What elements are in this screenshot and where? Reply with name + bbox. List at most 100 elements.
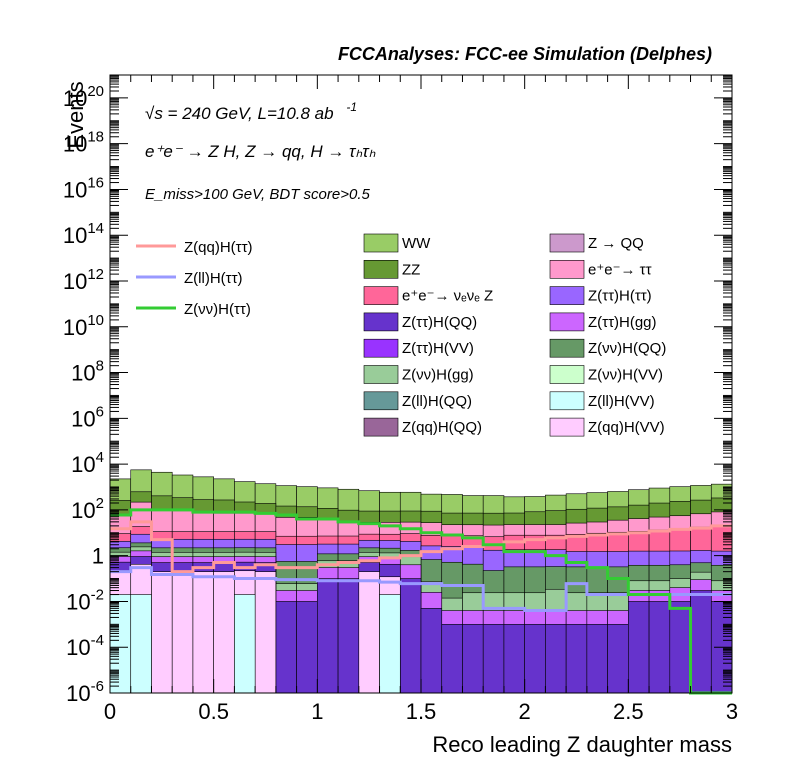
annotations: √s = 240 GeV, L=10.8 ab -1 e⁺e⁻ → Z H, Z… (145, 100, 376, 203)
stack-bar (337, 578, 360, 694)
stack-bar (192, 571, 214, 694)
y-tick-label: 1012 (63, 266, 104, 294)
y-tick-label: 10-4 (66, 632, 104, 660)
stack-bar (690, 590, 712, 694)
legend-bkg-swatch (549, 286, 585, 305)
stack-bar (545, 624, 567, 694)
stack-bar (213, 571, 235, 694)
legend-bkg-label: Z(ll)H(VV) (588, 393, 655, 410)
legend-bkg-label: Z(νν)H(QQ) (588, 340, 666, 357)
stack-bar (524, 624, 546, 694)
legend-bkg-swatch (549, 365, 585, 384)
stack-bar (628, 601, 650, 694)
legend-background: WW Z → QQ ZZ e⁺e⁻→ ττ e⁺e⁻→ νₑνₑ Z Z(ττ)H(ττ)… (363, 233, 666, 437)
y-tick-label: 104 (71, 449, 104, 477)
x-tick-label: 3 (726, 699, 738, 724)
legend-bkg-label: Z(ll)H(QQ) (402, 393, 472, 410)
stack-bar (648, 601, 671, 694)
y-tick-label: 1010 (63, 312, 104, 340)
legend-bkg-swatch (363, 286, 399, 305)
stack-bar (462, 624, 484, 694)
legend-bkg-swatch (363, 391, 399, 411)
legend-signal-label: Z(νν)H(ττ) (184, 301, 251, 318)
energy-annotation: √s = 240 GeV, L=10.8 ab -1 (145, 100, 357, 123)
legend-signal-label: Z(qq)H(ττ) (184, 239, 253, 256)
y-tick-label: 106 (71, 403, 104, 431)
legend-bkg-label: Z(νν)H(gg) (402, 367, 474, 384)
x-tick-label: 2.5 (613, 699, 644, 724)
stack-bar (171, 571, 194, 694)
stack-bar (420, 608, 443, 694)
x-axis: 0 0.5 1 1.5 2 2.5 3 (104, 75, 738, 724)
legend-bkg-swatch (363, 259, 399, 279)
energy-annotation-sup: -1 (346, 100, 357, 114)
x-tick-label: 1.5 (406, 699, 437, 724)
y-tick-label: 1 (92, 544, 104, 569)
signal-lines (110, 508, 732, 695)
y-axis: 10-6 10-4 10-2 1 102 104 106 108 1010 1012 1014 101… (63, 75, 732, 706)
y-tick-label: 1020 (63, 83, 104, 111)
x-axis-title: Reco leading Z daughter mass (432, 732, 732, 757)
stack-bar (254, 571, 277, 694)
legend-bkg-swatch (363, 338, 399, 358)
legend-bkg-label: Z(ττ)H(ττ) (588, 288, 652, 305)
legend-bkg-swatch (549, 312, 585, 332)
legend-bkg-label: Z(qq)H(VV) (588, 419, 665, 436)
y-tick-label: 108 (71, 358, 104, 386)
x-tick-label: 0.5 (198, 699, 229, 724)
legend-bkg-swatch (549, 391, 585, 411)
legend-bkg-label: Z(ττ)H(gg) (588, 314, 657, 331)
y-tick-label: 10-6 (66, 678, 104, 706)
x-tick-label: 2 (519, 699, 531, 724)
x-tick-label: 1 (311, 699, 323, 724)
process-annotation: e⁺e⁻ → Z H, Z → qq, H → τₕτₕ (145, 142, 376, 161)
stack-bar (669, 601, 691, 694)
stack-bar (379, 594, 401, 694)
x-tick-label: 0 (104, 699, 116, 724)
y-tick-label: 1014 (63, 220, 104, 248)
legend-bkg-swatch (363, 365, 399, 384)
legend-bkg-swatch (549, 338, 585, 358)
legend-bkg-label: Z → QQ (588, 235, 644, 252)
stack-bar (130, 594, 152, 694)
legend-bkg-swatch (549, 233, 585, 253)
legend-bkg-label: Z(ττ)H(QQ) (402, 314, 477, 331)
stack-bar (151, 571, 173, 694)
stack-bar (586, 624, 608, 694)
stacked-bars (109, 469, 733, 694)
stack-bar (109, 594, 132, 694)
legend-signal-label: Z(ll)H(ττ) (184, 270, 243, 287)
stack-bar (358, 571, 380, 694)
y-tick-label: 102 (71, 495, 104, 523)
stack-bar (275, 601, 297, 694)
legend-bkg-label: e⁺e⁻→ ττ (588, 261, 652, 278)
legend-bkg-label: ZZ (402, 261, 420, 278)
legend-bkg-swatch (363, 233, 399, 253)
stack-bar (565, 624, 588, 694)
series-line-z-h- (110, 508, 732, 695)
y-tick-label: 10-2 (66, 586, 104, 614)
legend-bkg-label: e⁺e⁻→ νₑνₑ Z (402, 288, 493, 305)
legend-signal: Z(qq)H(ττ) Z(ll)H(ττ) Z(νν)H(ττ) (136, 239, 253, 318)
stack-bar (317, 578, 339, 694)
legend-bkg-swatch (549, 259, 585, 279)
stack-bar (482, 624, 505, 694)
stack-bar (607, 624, 629, 694)
series-line-z-qq-h- (110, 520, 732, 574)
legend-bkg-label: Z(νν)H(VV) (588, 367, 663, 384)
stack-bar (234, 594, 256, 694)
legend-bkg-swatch (549, 417, 585, 437)
stack-bar (399, 578, 422, 694)
stack-bar (441, 624, 463, 694)
legend-bkg-label: Z(qq)H(QQ) (402, 419, 482, 436)
legend-bkg-label: Z(ττ)H(VV) (402, 340, 474, 357)
y-tick-label: 1018 (63, 129, 104, 157)
y-axis-title: Events (63, 81, 88, 148)
legend-bkg-swatch (363, 417, 399, 437)
series-line-z-ll-h- (110, 566, 732, 613)
stack-bar (503, 624, 525, 694)
energy-annotation-text: √s = 240 GeV, L=10.8 ab (145, 104, 334, 123)
y-tick-label: 1016 (63, 174, 104, 202)
legend-bkg-label: WW (402, 235, 431, 252)
